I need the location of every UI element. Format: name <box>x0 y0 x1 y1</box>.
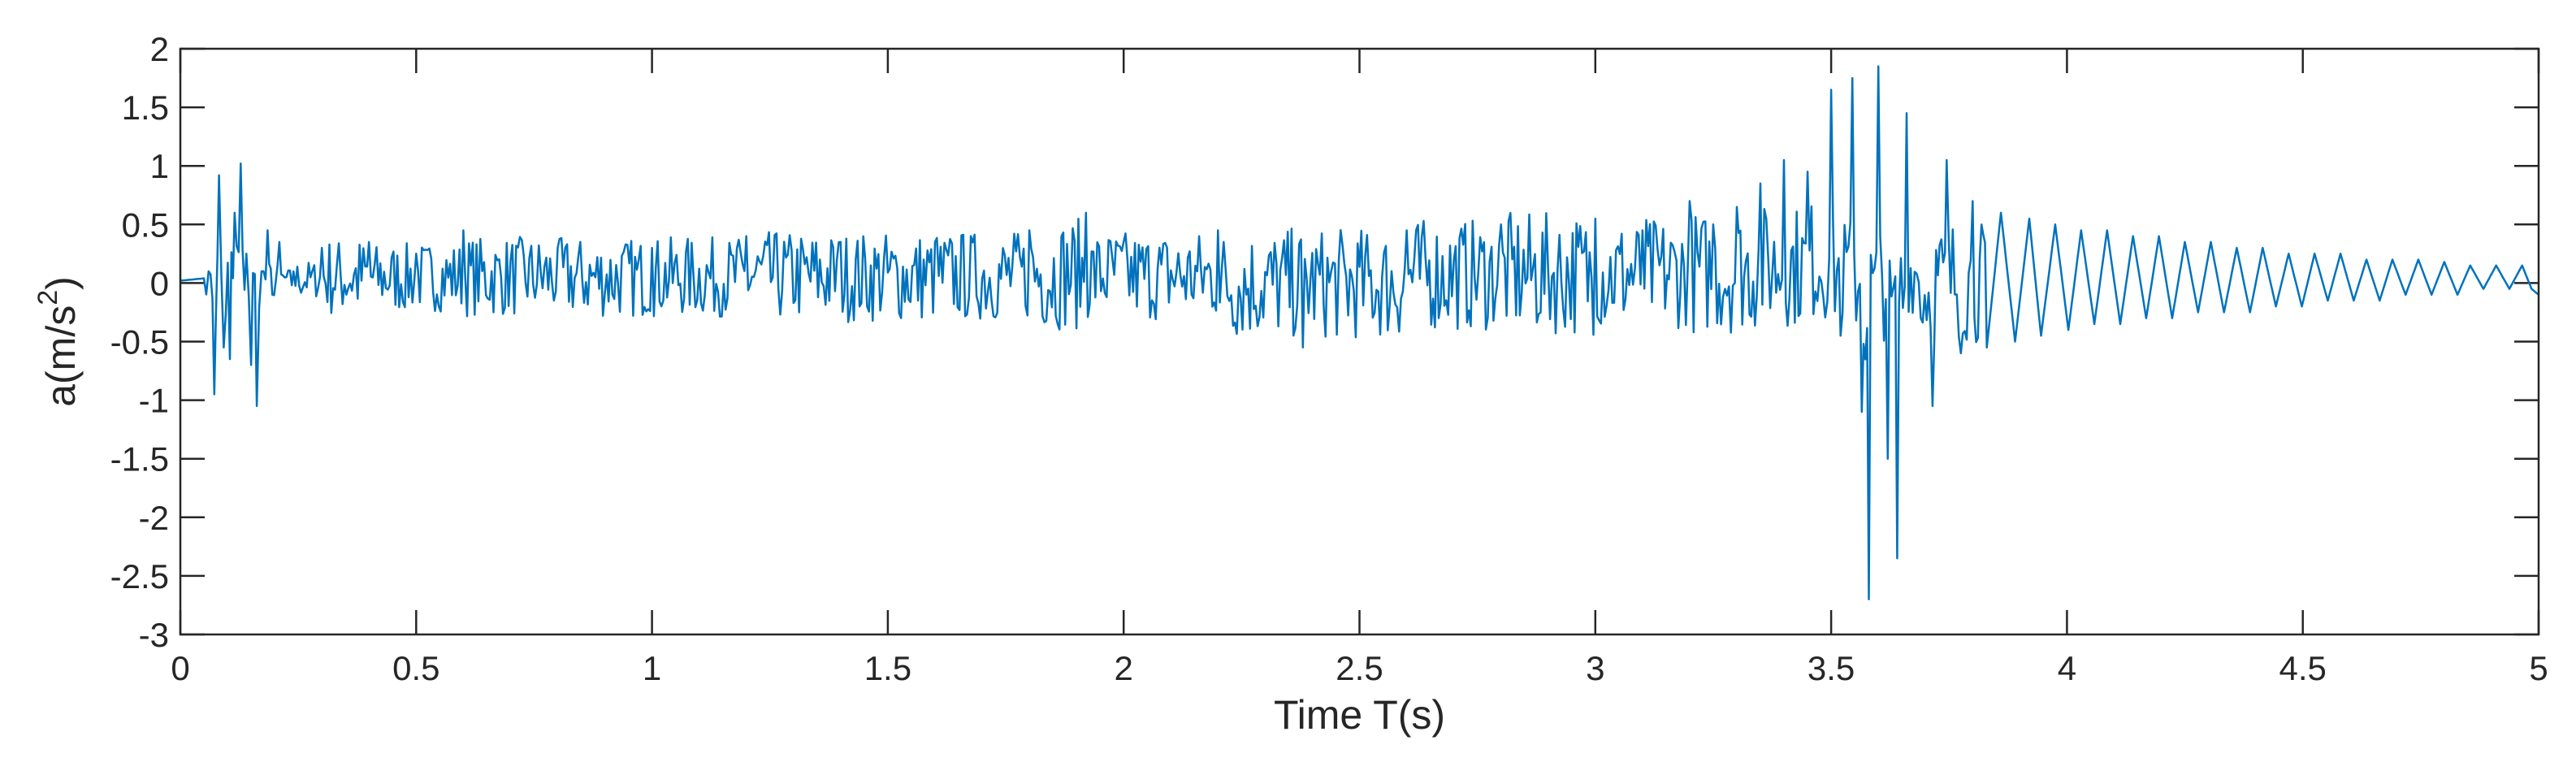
y-axis-title-suffix: ) <box>38 276 84 290</box>
y-tick-label: -2 <box>139 499 169 537</box>
x-tick-label: 3 <box>1586 649 1604 687</box>
plot-area-frame <box>179 47 2540 636</box>
y-axis-title-superscript: 2 <box>32 290 63 305</box>
y-tick-label: 1.5 <box>122 89 169 127</box>
x-tick-label: 1 <box>643 649 661 687</box>
x-tick-label: 2 <box>1115 649 1133 687</box>
y-tick-label: 2 <box>150 30 169 68</box>
labels-layer: 0 0.5 1 1.5 2 2.5 3 3.5 4 4.5 5 2 1.5 1 0.5 0 -0.5 -1 -1.5… <box>110 30 2548 687</box>
y-tick-label: 1 <box>150 147 169 185</box>
y-tick-label: -1.5 <box>110 440 169 478</box>
x-tick-label: 0.5 <box>392 649 439 687</box>
x-tick-label: 4.5 <box>2279 649 2327 687</box>
x-tick-label: 5 <box>2529 649 2548 687</box>
y-axis-title-base: a(m/s <box>38 305 84 407</box>
y-tick-label: -3 <box>139 616 169 654</box>
x-tick-label: 2.5 <box>1336 649 1383 687</box>
y-tick-label: 0 <box>150 264 169 302</box>
y-tick-label: -1 <box>139 382 169 420</box>
x-tick-label: 1.5 <box>864 649 911 687</box>
x-axis-title: Time T(s) <box>1274 692 1445 738</box>
y-tick-label: -0.5 <box>110 323 169 362</box>
x-tick-label: 0 <box>171 649 189 687</box>
x-tick-label: 3.5 <box>1808 649 1855 687</box>
y-tick-label: -2.5 <box>110 557 169 595</box>
x-tick-label: 4 <box>2058 649 2076 687</box>
y-axis-title: a(m/s2) <box>32 276 84 407</box>
acceleration-series-line <box>180 65 2539 600</box>
y-tick-label: 0.5 <box>122 206 169 244</box>
